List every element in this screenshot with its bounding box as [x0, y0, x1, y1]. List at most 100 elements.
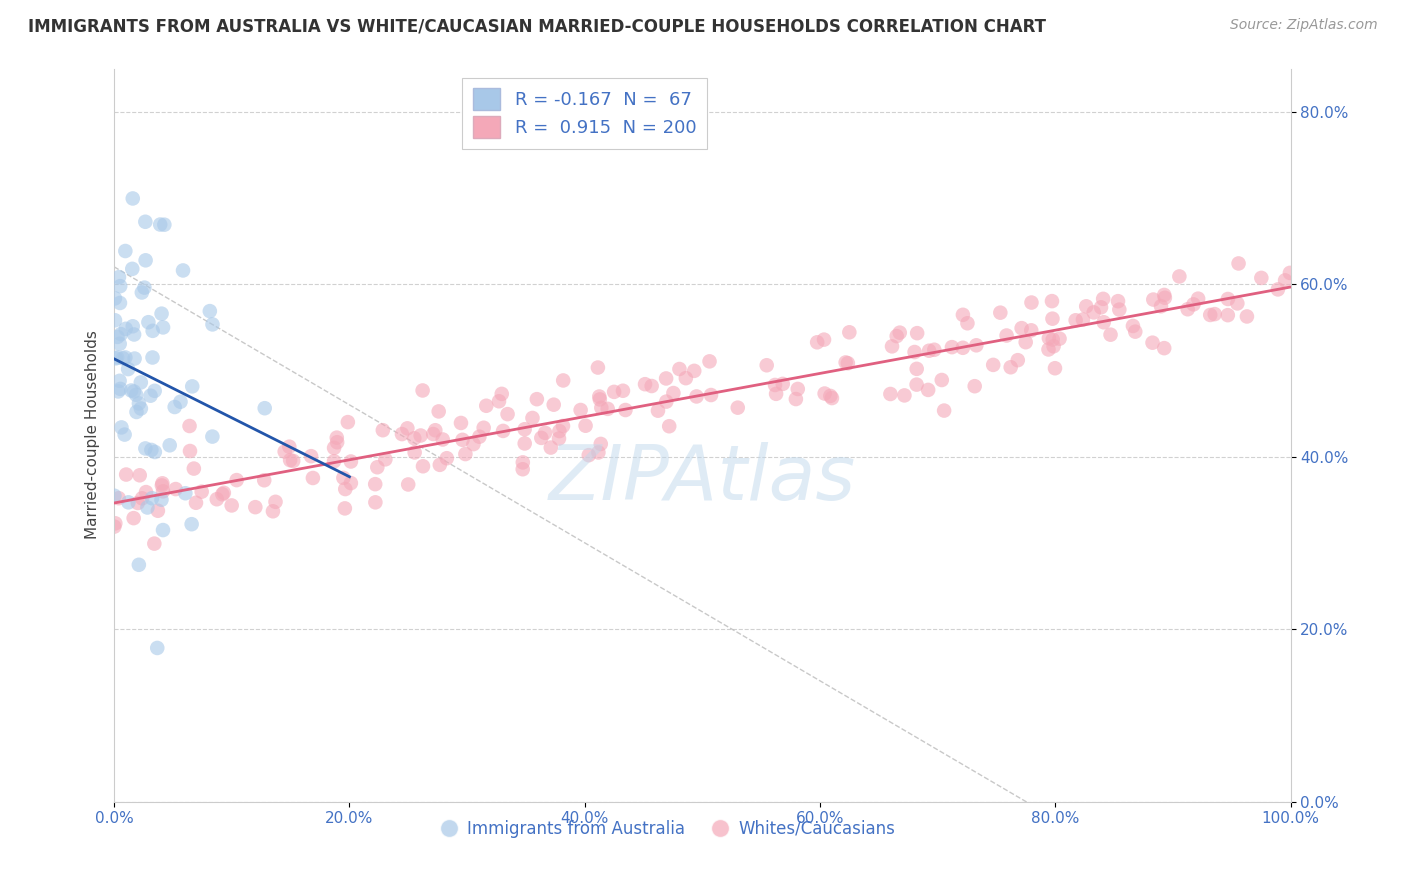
Point [198, 304, 221, 318]
Point [114, 322, 136, 336]
Point [108, 279, 131, 293]
Point [548, 432, 571, 446]
Point [569, 403, 592, 417]
Point [150, 307, 173, 321]
Point [201, 429, 224, 443]
Point [1007, 353, 1029, 368]
Point [886, 329, 908, 343]
Point [150, 476, 173, 491]
Point [1015, 335, 1038, 350]
Point [374, 452, 396, 467]
Point [463, 437, 485, 451]
Point [201, 318, 224, 332]
Point [522, 411, 544, 425]
Point [655, 371, 678, 385]
Point [205, 492, 228, 507]
Point [159, 438, 181, 452]
Point [786, 382, 808, 396]
Point [578, 448, 600, 462]
Point [134, 442, 156, 456]
Point [1226, 296, 1249, 310]
Point [1142, 293, 1164, 307]
Point [903, 345, 925, 359]
Point [134, 280, 156, 294]
Point [180, 517, 202, 532]
Point [763, 378, 786, 392]
Point [1108, 302, 1130, 317]
Point [675, 371, 697, 385]
Point [765, 387, 787, 401]
Point [114, 351, 136, 365]
Point [117, 495, 139, 509]
Point [995, 328, 1018, 343]
Point [1153, 288, 1175, 302]
Point [931, 373, 953, 387]
Point [530, 431, 553, 445]
Point [412, 459, 434, 474]
Point [152, 484, 174, 499]
Point [1182, 297, 1205, 311]
Point [1216, 292, 1239, 306]
Point [586, 360, 609, 375]
Point [429, 458, 451, 472]
Point [104, 351, 127, 366]
Point [1216, 308, 1239, 322]
Point [107, 491, 129, 506]
Point [1199, 308, 1222, 322]
Point [905, 362, 928, 376]
Point [136, 500, 159, 515]
Point [1236, 310, 1258, 324]
Point [108, 296, 131, 310]
Point [128, 468, 150, 483]
Point [574, 418, 596, 433]
Point [700, 388, 723, 402]
Point [905, 377, 928, 392]
Point [603, 384, 626, 399]
Point [141, 491, 163, 506]
Point [422, 427, 444, 442]
Point [543, 398, 565, 412]
Point [806, 335, 828, 350]
Point [614, 403, 637, 417]
Point [131, 285, 153, 300]
Point [107, 330, 129, 344]
Point [396, 421, 419, 435]
Point [551, 419, 574, 434]
Point [139, 389, 162, 403]
Point [366, 460, 388, 475]
Point [181, 379, 204, 393]
Point [932, 403, 955, 417]
Point [1168, 269, 1191, 284]
Point [492, 424, 515, 438]
Text: ZIPAtlas: ZIPAtlas [548, 442, 856, 516]
Point [190, 484, 212, 499]
Point [114, 427, 136, 442]
Point [332, 471, 354, 485]
Text: IMMIGRANTS FROM AUSTRALIA VS WHITE/CAUCASIAN MARRIED-COUPLE HOUSEHOLDS CORRELATI: IMMIGRANTS FROM AUSTRALIA VS WHITE/CAUCA… [28, 18, 1046, 36]
Point [278, 440, 301, 454]
Point [153, 218, 176, 232]
Point [1071, 312, 1094, 326]
Point [472, 421, 495, 435]
Point [105, 351, 128, 365]
Point [432, 433, 454, 447]
Point [146, 640, 169, 655]
Point [1150, 299, 1173, 313]
Point [924, 343, 946, 357]
Point [165, 482, 187, 496]
Point [340, 454, 363, 468]
Point [1122, 318, 1144, 333]
Point [1099, 327, 1122, 342]
Point [212, 486, 235, 500]
Point [1019, 323, 1042, 337]
Point [143, 384, 166, 398]
Point [513, 422, 536, 436]
Point [114, 244, 136, 258]
Point [454, 447, 477, 461]
Point [905, 326, 928, 340]
Point [121, 191, 143, 205]
Point [1278, 266, 1301, 280]
Point [1267, 282, 1289, 296]
Point [589, 392, 612, 407]
Point [814, 386, 837, 401]
